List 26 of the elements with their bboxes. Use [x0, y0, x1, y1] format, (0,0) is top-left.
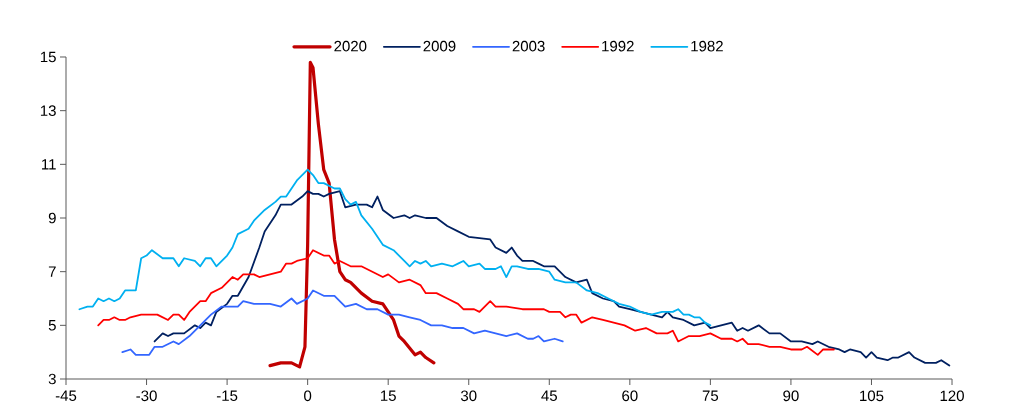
x-tick-label: 30 — [460, 390, 477, 402]
y-tick-label: 9 — [48, 212, 56, 224]
x-tick-label: 105 — [860, 390, 884, 402]
line-series — [268, 60, 436, 369]
x-tick-label: 15 — [380, 390, 396, 401]
legend-label: 2003 — [512, 40, 545, 52]
y-tick-label: 13 — [40, 105, 56, 116]
x-tick-label: 75 — [702, 390, 719, 401]
x-tick-label: 120 — [940, 390, 964, 402]
legend-label: 1992 — [602, 40, 634, 52]
y-tick-label: 11 — [42, 159, 56, 170]
x-tick-label: 90 — [783, 390, 799, 402]
x-tick-label: -30 — [136, 390, 157, 402]
x-tick-label: -45 — [55, 390, 77, 401]
x-tick-label: 60 — [622, 390, 638, 402]
legend-label: 2020 — [334, 40, 367, 52]
y-tick-label: 7 — [48, 266, 56, 277]
line-series — [78, 168, 712, 327]
legend-label: 2009 — [423, 40, 456, 52]
y-tick-label: 5 — [48, 320, 56, 331]
legend-label: 1982 — [691, 40, 723, 52]
y-tick-label: 3 — [48, 373, 56, 385]
x-tick-label: 45 — [541, 390, 557, 401]
x-tick-label: 0 — [304, 390, 312, 402]
x-tick-label: -15 — [216, 390, 238, 401]
y-tick-label: 15 — [40, 51, 56, 63]
